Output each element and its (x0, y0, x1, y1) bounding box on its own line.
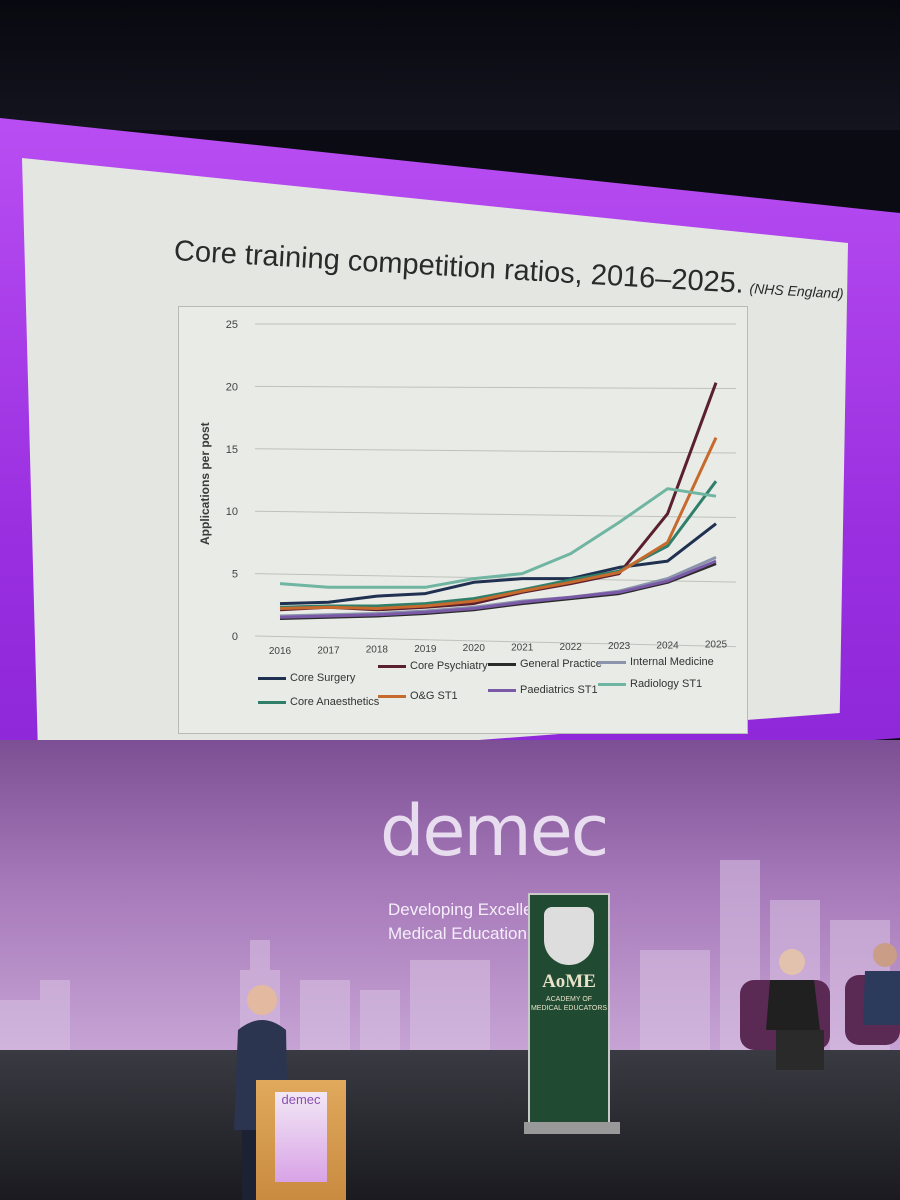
x-tick-2018: 2018 (366, 645, 389, 656)
x-tick-2021: 2021 (511, 643, 534, 654)
legend-swatch (598, 660, 626, 664)
legend-label: General Practice (520, 658, 602, 670)
legend-item: Paediatrics ST1 (488, 684, 598, 696)
legend-item: Core Surgery (258, 672, 355, 684)
banner-academy-line-1: ACADEMY OF (545, 996, 593, 1003)
series-line-core-surgery (279, 522, 717, 606)
y-tick-5: 5 (232, 569, 238, 581)
crest-icon (544, 907, 594, 965)
legend-item: O&G ST1 (378, 690, 458, 702)
legend-label: Paediatrics ST1 (520, 684, 598, 696)
legend-label: Radiology ST1 (630, 678, 703, 690)
x-tick-2022: 2022 (560, 642, 583, 653)
legend-swatch (258, 676, 286, 680)
y-tick-10: 10 (226, 506, 238, 518)
banner-academy: ACADEMY OF MEDICAL EDUCATORS (530, 995, 608, 1013)
x-tick-2023: 2023 (608, 641, 631, 652)
x-tick-2025: 2025 (705, 640, 728, 651)
panelist-seated-1 (740, 949, 830, 1070)
y-tick-15: 15 (226, 444, 238, 456)
tagline-line-2: Medical Education C (388, 924, 544, 943)
stage-floor (0, 1050, 900, 1200)
series-line-paediatrics-st1 (279, 559, 717, 619)
podium-logo: demec (275, 1092, 327, 1182)
aome-banner: AoME ACADEMY OF MEDICAL EDUCATORS (528, 893, 610, 1129)
legend-item: Core Psychiatry (378, 660, 488, 672)
x-tick-2016: 2016 (269, 646, 292, 657)
series-line-o-g-st1 (279, 436, 718, 610)
legend-item: Core Anaesthetics (258, 696, 379, 708)
chart-legend: Core Surgery Core Psychiatry General Pract… (258, 652, 728, 712)
legend-label: Internal Medicine (630, 656, 714, 668)
x-tick-2020: 2020 (463, 643, 486, 654)
banner-stand (524, 1122, 620, 1134)
legend-swatch (378, 694, 406, 698)
legend-item: Internal Medicine (598, 656, 714, 668)
legend-label: Core Anaesthetics (290, 696, 380, 708)
gridline-10 (254, 510, 737, 519)
chart-area (178, 306, 748, 734)
panelist-seated-2 (845, 943, 900, 1045)
legend-swatch (488, 688, 516, 692)
legend-item: Radiology ST1 (598, 678, 702, 690)
series-line-general-practice (279, 562, 717, 620)
podium: demec (256, 1080, 346, 1200)
banner-aome: AoME (542, 971, 596, 992)
x-tick-2019: 2019 (414, 644, 437, 655)
banner-academy-line-2: MEDICAL EDUCATORS (530, 1005, 608, 1012)
demec-logo: demec (380, 790, 609, 872)
ceiling (0, 0, 900, 130)
x-tick-2017: 2017 (317, 645, 340, 656)
legend-label: Core Surgery (290, 672, 356, 684)
legend-label: Core Psychiatry (410, 660, 488, 672)
gridline-20 (254, 385, 737, 390)
legend-swatch (598, 682, 626, 686)
series-line-radiology-st1 (279, 487, 717, 589)
legend-label: O&G ST1 (410, 690, 458, 702)
y-tick-0: 0 (232, 631, 238, 643)
legend-swatch (258, 700, 286, 704)
gridline-0 (254, 635, 737, 648)
y-tick-25: 25 (226, 319, 238, 331)
x-tick-2024: 2024 (656, 640, 679, 651)
y-tick-20: 20 (226, 381, 238, 393)
gridline-15 (254, 448, 737, 454)
legend-swatch (488, 662, 516, 666)
legend-item: General Practice (488, 658, 602, 670)
legend-swatch (378, 664, 406, 668)
